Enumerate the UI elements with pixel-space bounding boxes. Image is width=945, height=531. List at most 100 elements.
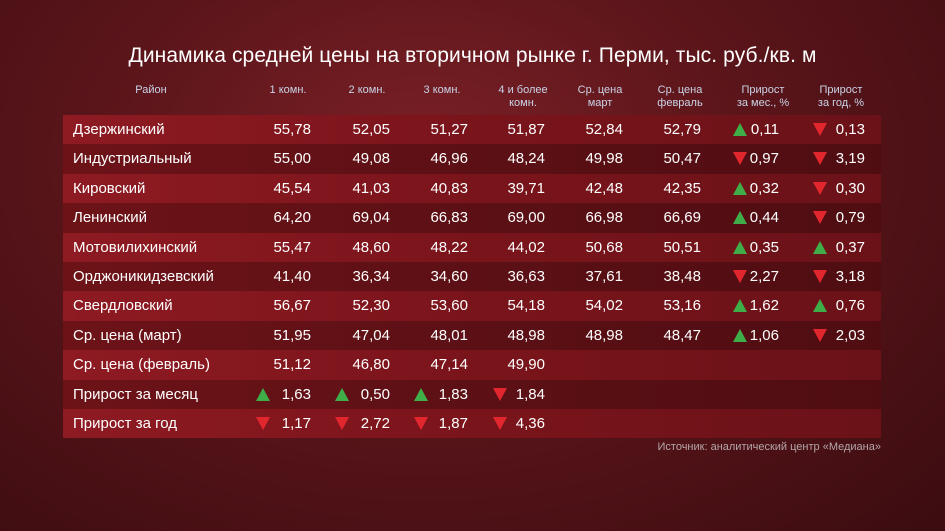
cell-r3: 66,83 xyxy=(430,209,468,227)
arrow-up-icon xyxy=(256,387,270,401)
table-row: Кировский 45,54 41,03 40,83 39,71 42,48 42,35 0… xyxy=(63,173,881,204)
cell-march: 48,98 xyxy=(585,326,623,344)
arrow-up-icon xyxy=(733,299,747,313)
cell-r2: 36,34 xyxy=(352,267,390,285)
cell-r3: 53,60 xyxy=(430,297,468,315)
cell-r2: 41,03 xyxy=(352,179,390,197)
arrow-up-icon xyxy=(733,240,747,254)
header-room1: 1 комн. xyxy=(269,84,307,96)
cell-march: 50,68 xyxy=(585,238,623,256)
header-room4: 4 и более комн. xyxy=(498,84,548,109)
row-district-name: Свердловский xyxy=(73,297,173,315)
cell-feb: 66,69 xyxy=(663,209,701,227)
arrow-down-icon xyxy=(813,152,827,166)
cell-gy: 0,30 xyxy=(835,179,865,197)
cell-gm: 0,97 xyxy=(749,150,779,168)
cell-r1: 41,40 xyxy=(273,267,311,285)
cell-r3: 1,83 xyxy=(438,385,468,403)
table-row: Свердловский 56,67 52,30 53,60 54,18 54,02 53,… xyxy=(63,291,881,321)
cell-feb: 53,16 xyxy=(663,297,701,315)
cell-march: 66,98 xyxy=(585,209,623,227)
cell-r1: 55,78 xyxy=(273,121,311,138)
cell-r4: 49,90 xyxy=(507,356,545,374)
row-district-name: Мотовилихинский xyxy=(73,238,198,256)
cell-r2: 52,05 xyxy=(352,121,390,138)
arrow-down-icon xyxy=(813,211,827,225)
arrow-down-icon xyxy=(335,416,349,430)
cell-r4: 51,87 xyxy=(507,121,545,138)
cell-r1: 1,17 xyxy=(281,414,311,432)
row-district-name: Кировский xyxy=(73,179,146,197)
arrow-down-icon xyxy=(813,328,827,342)
cell-gy: 3,18 xyxy=(835,267,865,285)
cell-r4: 36,63 xyxy=(507,267,545,285)
cell-r3: 46,96 xyxy=(430,150,468,168)
cell-feb: 50,47 xyxy=(663,150,701,168)
cell-r3: 51,27 xyxy=(430,121,468,138)
cell-gm: 0,32 xyxy=(749,179,779,197)
cell-gm: 1,06 xyxy=(749,326,779,344)
cell-gy: 2,03 xyxy=(835,326,865,344)
cell-r2: 46,80 xyxy=(352,356,390,374)
header-growth-month: Прирост за мес., % xyxy=(736,84,790,109)
cell-march: 54,02 xyxy=(585,297,623,315)
cell-gy: 3,19 xyxy=(835,150,865,168)
cell-march: 49,98 xyxy=(585,150,623,168)
page-title: Динамика средней цены на вторичном рынке… xyxy=(128,44,817,67)
arrow-down-icon xyxy=(733,269,747,283)
table-row: Прирост за месяц 1,63 0,50 1,83 1,84 xyxy=(63,379,881,409)
cell-gm: 2,27 xyxy=(749,267,779,285)
cell-r2: 2,72 xyxy=(360,414,390,432)
arrow-down-icon xyxy=(733,152,747,166)
row-district-name: Ленинский xyxy=(73,209,147,227)
cell-r1: 64,20 xyxy=(273,209,311,227)
cell-r3: 34,60 xyxy=(430,267,468,285)
row-district-name: Прирост за год xyxy=(73,414,178,432)
row-district-name: Дзержинский xyxy=(73,121,165,138)
cell-r4: 1,84 xyxy=(515,385,545,403)
cell-feb: 48,47 xyxy=(663,326,701,344)
header-avg-feb: Ср. цена февраль xyxy=(657,84,703,109)
cell-r4: 48,98 xyxy=(507,326,545,344)
cell-r3: 48,01 xyxy=(430,326,468,344)
cell-r4: 48,24 xyxy=(507,150,545,168)
table-row: Прирост за год 1,17 2,72 1,87 4,36 xyxy=(63,408,881,439)
cell-gy: 0,37 xyxy=(835,238,865,256)
arrow-up-icon xyxy=(733,211,747,225)
cell-gm: 0,11 xyxy=(750,121,779,138)
cell-gm: 0,44 xyxy=(749,209,779,227)
cell-r3: 1,87 xyxy=(438,414,468,432)
cell-gy: 0,13 xyxy=(835,121,865,138)
cell-feb: 52,79 xyxy=(663,121,701,138)
cell-r3: 40,83 xyxy=(430,179,468,197)
arrow-up-icon xyxy=(733,328,747,342)
row-district-name: Прирост за месяц xyxy=(73,385,198,403)
row-district-name: Ср. цена (февраль) xyxy=(73,356,210,374)
cell-r1: 55,00 xyxy=(273,150,311,168)
arrow-up-icon xyxy=(733,123,747,136)
arrow-down-icon xyxy=(813,181,827,195)
row-district-name: Ср. цена (март) xyxy=(73,326,182,344)
header-growth-year: Прирост за год, % xyxy=(817,84,865,109)
arrow-down-icon xyxy=(813,269,827,283)
cell-r3: 47,14 xyxy=(430,356,468,374)
source-note: Источник: аналитический центр «Медиана» xyxy=(657,441,882,453)
arrow-up-icon xyxy=(335,387,349,401)
header-district: Район xyxy=(135,84,167,96)
arrow-up-icon xyxy=(813,240,827,254)
table-row: Индустриальный 55,00 49,08 46,96 48,24 49,98 5… xyxy=(63,144,881,174)
cell-r4: 54,18 xyxy=(507,297,545,315)
table-row: Ср. цена (февраль) 51,12 46,80 47,14 49,90 xyxy=(63,350,881,380)
arrow-down-icon xyxy=(493,387,507,401)
header-avg-march: Ср. цена март xyxy=(577,84,623,109)
header-room2: 2 комн. xyxy=(348,84,386,96)
cell-march: 37,61 xyxy=(585,267,623,285)
cell-r2: 69,04 xyxy=(352,209,390,227)
arrow-up-icon xyxy=(813,299,827,313)
cell-r4: 44,02 xyxy=(507,238,545,256)
table-row: Мотовилихинский 55,47 48,60 48,22 44,02 50,68… xyxy=(63,232,881,262)
arrow-up-icon xyxy=(414,387,428,401)
cell-r1: 1,63 xyxy=(281,385,311,403)
cell-feb: 38,48 xyxy=(663,267,701,285)
cell-gy: 0,76 xyxy=(835,297,865,315)
